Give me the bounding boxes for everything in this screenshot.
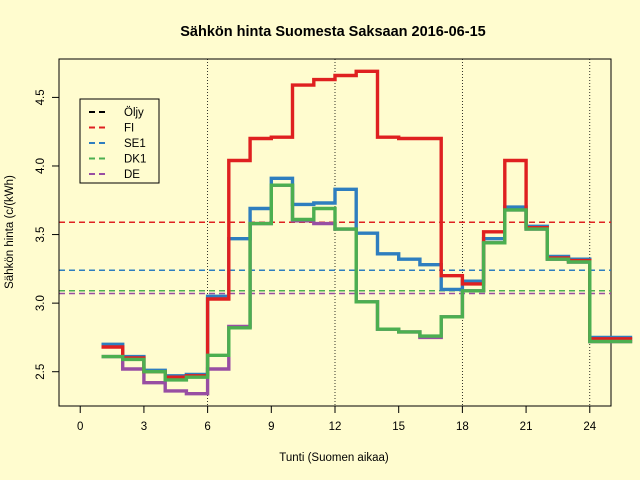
legend-label: DE <box>124 169 140 181</box>
series-dk1 <box>101 183 633 382</box>
legend-label: Öljy <box>124 107 144 119</box>
series-se1 <box>101 176 633 378</box>
chart-title: Sähkön hinta Suomesta Saksaan 2016-06-15 <box>180 24 485 40</box>
y-tick-label: 2.5 <box>35 364 47 380</box>
series-fi <box>101 69 633 379</box>
x-tick-label: 6 <box>204 421 210 433</box>
vertical-gridlines <box>207 59 591 406</box>
series-lines <box>101 69 633 396</box>
legend-label: DK1 <box>124 154 146 166</box>
x-axis: 0 3 6 9 12 15 18 21 24 <box>77 405 597 433</box>
y-tick-label: 4.5 <box>35 89 47 105</box>
y-axis: 2.5 3.0 3.5 4.0 4.5 <box>35 89 60 380</box>
y-tick-label: 3.5 <box>35 227 47 243</box>
x-tick-label: 3 <box>141 421 147 433</box>
x-axis-label: Tunti (Suomen aikaa) <box>279 452 389 464</box>
x-tick-label: 0 <box>77 421 83 433</box>
x-tick-label: 15 <box>392 421 405 433</box>
y-axis-label: Sähkön hinta (c/(kWh) <box>4 175 16 289</box>
x-tick-label: 12 <box>329 421 342 433</box>
legend-box <box>79 98 160 184</box>
x-tick-label: 24 <box>583 421 596 433</box>
legend: Öljy FI SE1 DK1 DE <box>79 98 160 184</box>
x-tick-label: 18 <box>456 421 469 433</box>
y-tick-label: 4.0 <box>35 158 47 174</box>
legend-label: SE1 <box>124 138 146 150</box>
y-tick-label: 3.0 <box>35 295 47 311</box>
series-de <box>101 183 633 396</box>
x-tick-label: 9 <box>268 421 274 433</box>
x-tick-label: 21 <box>520 421 533 433</box>
legend-label: FI <box>124 123 134 135</box>
